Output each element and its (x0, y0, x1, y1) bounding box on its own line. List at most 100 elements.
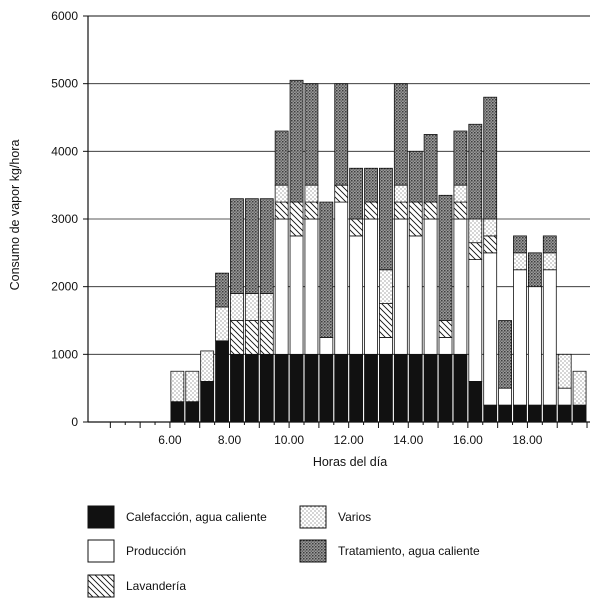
bar-segment-2-14 (379, 303, 393, 338)
bar-segment-2-17 (423, 201, 438, 220)
bar-segment-1-21 (483, 252, 498, 406)
bar-segment-1-22 (498, 387, 512, 406)
bar-segment-1-9 (304, 218, 319, 355)
bar-segment-3-21 (483, 218, 498, 237)
bar-segment-4-19 (453, 130, 468, 186)
bar-segment-3-15 (393, 184, 408, 203)
bar-segment-0-27 (572, 404, 587, 423)
bar-segment-3-26 (557, 353, 572, 389)
bar-segment-4-14 (379, 167, 393, 271)
x-tick-label: 18.00 (512, 433, 542, 447)
legend-label-2: Lavandería (126, 579, 186, 593)
bar-segment-4-20 (468, 123, 483, 220)
legend-swatch-3 (299, 505, 327, 529)
bar-segment-2-12 (349, 218, 364, 237)
bar-segment-0-2 (200, 380, 215, 423)
legend-swatch-0 (87, 505, 115, 529)
y-tick-label: 1000 (51, 347, 78, 361)
bar-segment-4-22 (498, 320, 512, 389)
bar-segment-4-11 (334, 83, 349, 186)
axes: 0 1000 2000 3000 4000 5000 6000 6.00 8.00 10.00 12… (8, 9, 590, 469)
bar-segment-1-10 (319, 337, 334, 355)
y-tick-label: 3000 (51, 212, 78, 226)
bar-segment-1-24 (527, 286, 542, 406)
bar-segment-3-4 (230, 293, 244, 321)
bar-segment-4-24 (527, 252, 542, 288)
bar-segment-0-7 (274, 353, 289, 423)
bar-segment-0-4 (230, 353, 244, 423)
bar-segment-2-20 (468, 242, 483, 261)
bar-segment-1-16 (408, 235, 423, 355)
bar-segment-3-23 (513, 252, 527, 271)
y-axis-title: Consumo de vapor kg/hora (8, 140, 22, 291)
bar-segment-4-21 (483, 96, 498, 220)
bar-segment-4-4 (230, 198, 244, 294)
bar-segment-1-13 (364, 218, 378, 355)
bar-segment-3-27 (572, 370, 587, 406)
x-tick-label: 12.00 (334, 433, 364, 447)
bar-segment-0-18 (438, 353, 453, 423)
legend-label-4: Tratamiento, agua caliente (338, 544, 480, 558)
bar-segment-1-23 (513, 269, 527, 406)
y-tick-label: 2000 (51, 280, 78, 294)
bar-segment-4-10 (319, 201, 334, 338)
bar-segment-0-1 (185, 401, 200, 423)
bar-segment-0-11 (334, 353, 349, 423)
bar-segment-1-17 (423, 218, 438, 355)
y-tick-label: 6000 (51, 9, 78, 23)
bar-segment-3-25 (542, 252, 557, 271)
bar-segment-0-24 (527, 404, 542, 423)
x-axis-title: Horas del día (313, 455, 387, 469)
bar-segment-3-3 (215, 306, 229, 342)
bar-segment-1-19 (453, 218, 468, 355)
bar-segment-3-6 (259, 293, 274, 321)
bar-segment-4-8 (289, 79, 304, 203)
bar-segment-0-0 (170, 401, 185, 423)
bar-segment-1-12 (349, 235, 364, 355)
bar-segment-2-11 (334, 184, 349, 203)
legend-label-1: Producción (126, 544, 186, 558)
bar-segment-2-8 (289, 201, 304, 237)
bar-segment-1-14 (379, 337, 393, 355)
x-tick-label: 10.00 (274, 433, 304, 447)
bar-segment-0-5 (244, 353, 259, 423)
bar-segment-4-15 (393, 83, 408, 186)
y-tick-label: 0 (71, 415, 78, 429)
bar-segment-4-17 (423, 134, 438, 203)
bar-segment-0-9 (304, 353, 319, 423)
bar-segment-1-7 (274, 218, 289, 355)
legend: Calefacción, agua caliente Producción Lava… (87, 505, 480, 598)
x-tick-label: 8.00 (218, 433, 242, 447)
bar-segment-2-18 (438, 320, 453, 338)
bar-segment-0-19 (453, 353, 468, 423)
bar-segment-2-4 (230, 320, 244, 355)
bar-segment-0-8 (289, 353, 304, 423)
bar-segment-0-25 (542, 404, 557, 423)
bar-segment-3-1 (185, 370, 200, 403)
y-tick-label: 4000 (51, 144, 78, 158)
bars (170, 79, 587, 423)
legend-swatch-4 (299, 539, 327, 563)
bar-segment-3-5 (244, 293, 259, 321)
bar-segment-4-3 (215, 272, 229, 308)
bar-segment-4-23 (513, 235, 527, 254)
bar-segment-3-2 (200, 350, 215, 382)
bar-segment-4-13 (364, 167, 378, 203)
bar-segment-2-9 (304, 201, 319, 220)
bar-segment-0-21 (483, 404, 498, 423)
bar-segment-1-8 (289, 235, 304, 355)
x-tick-label: 16.00 (453, 433, 483, 447)
legend-swatch-2 (87, 574, 115, 598)
bar-segment-4-16 (408, 150, 423, 203)
bar-segment-3-19 (453, 184, 468, 203)
bar-segment-2-21 (483, 235, 498, 254)
x-tick-label: 14.00 (393, 433, 423, 447)
bar-segment-4-9 (304, 83, 319, 186)
bar-segment-2-15 (393, 201, 408, 220)
bar-segment-1-11 (334, 201, 349, 355)
bar-segment-1-18 (438, 337, 453, 355)
y-tick-label: 5000 (51, 77, 78, 91)
bar-segment-2-6 (259, 320, 274, 355)
